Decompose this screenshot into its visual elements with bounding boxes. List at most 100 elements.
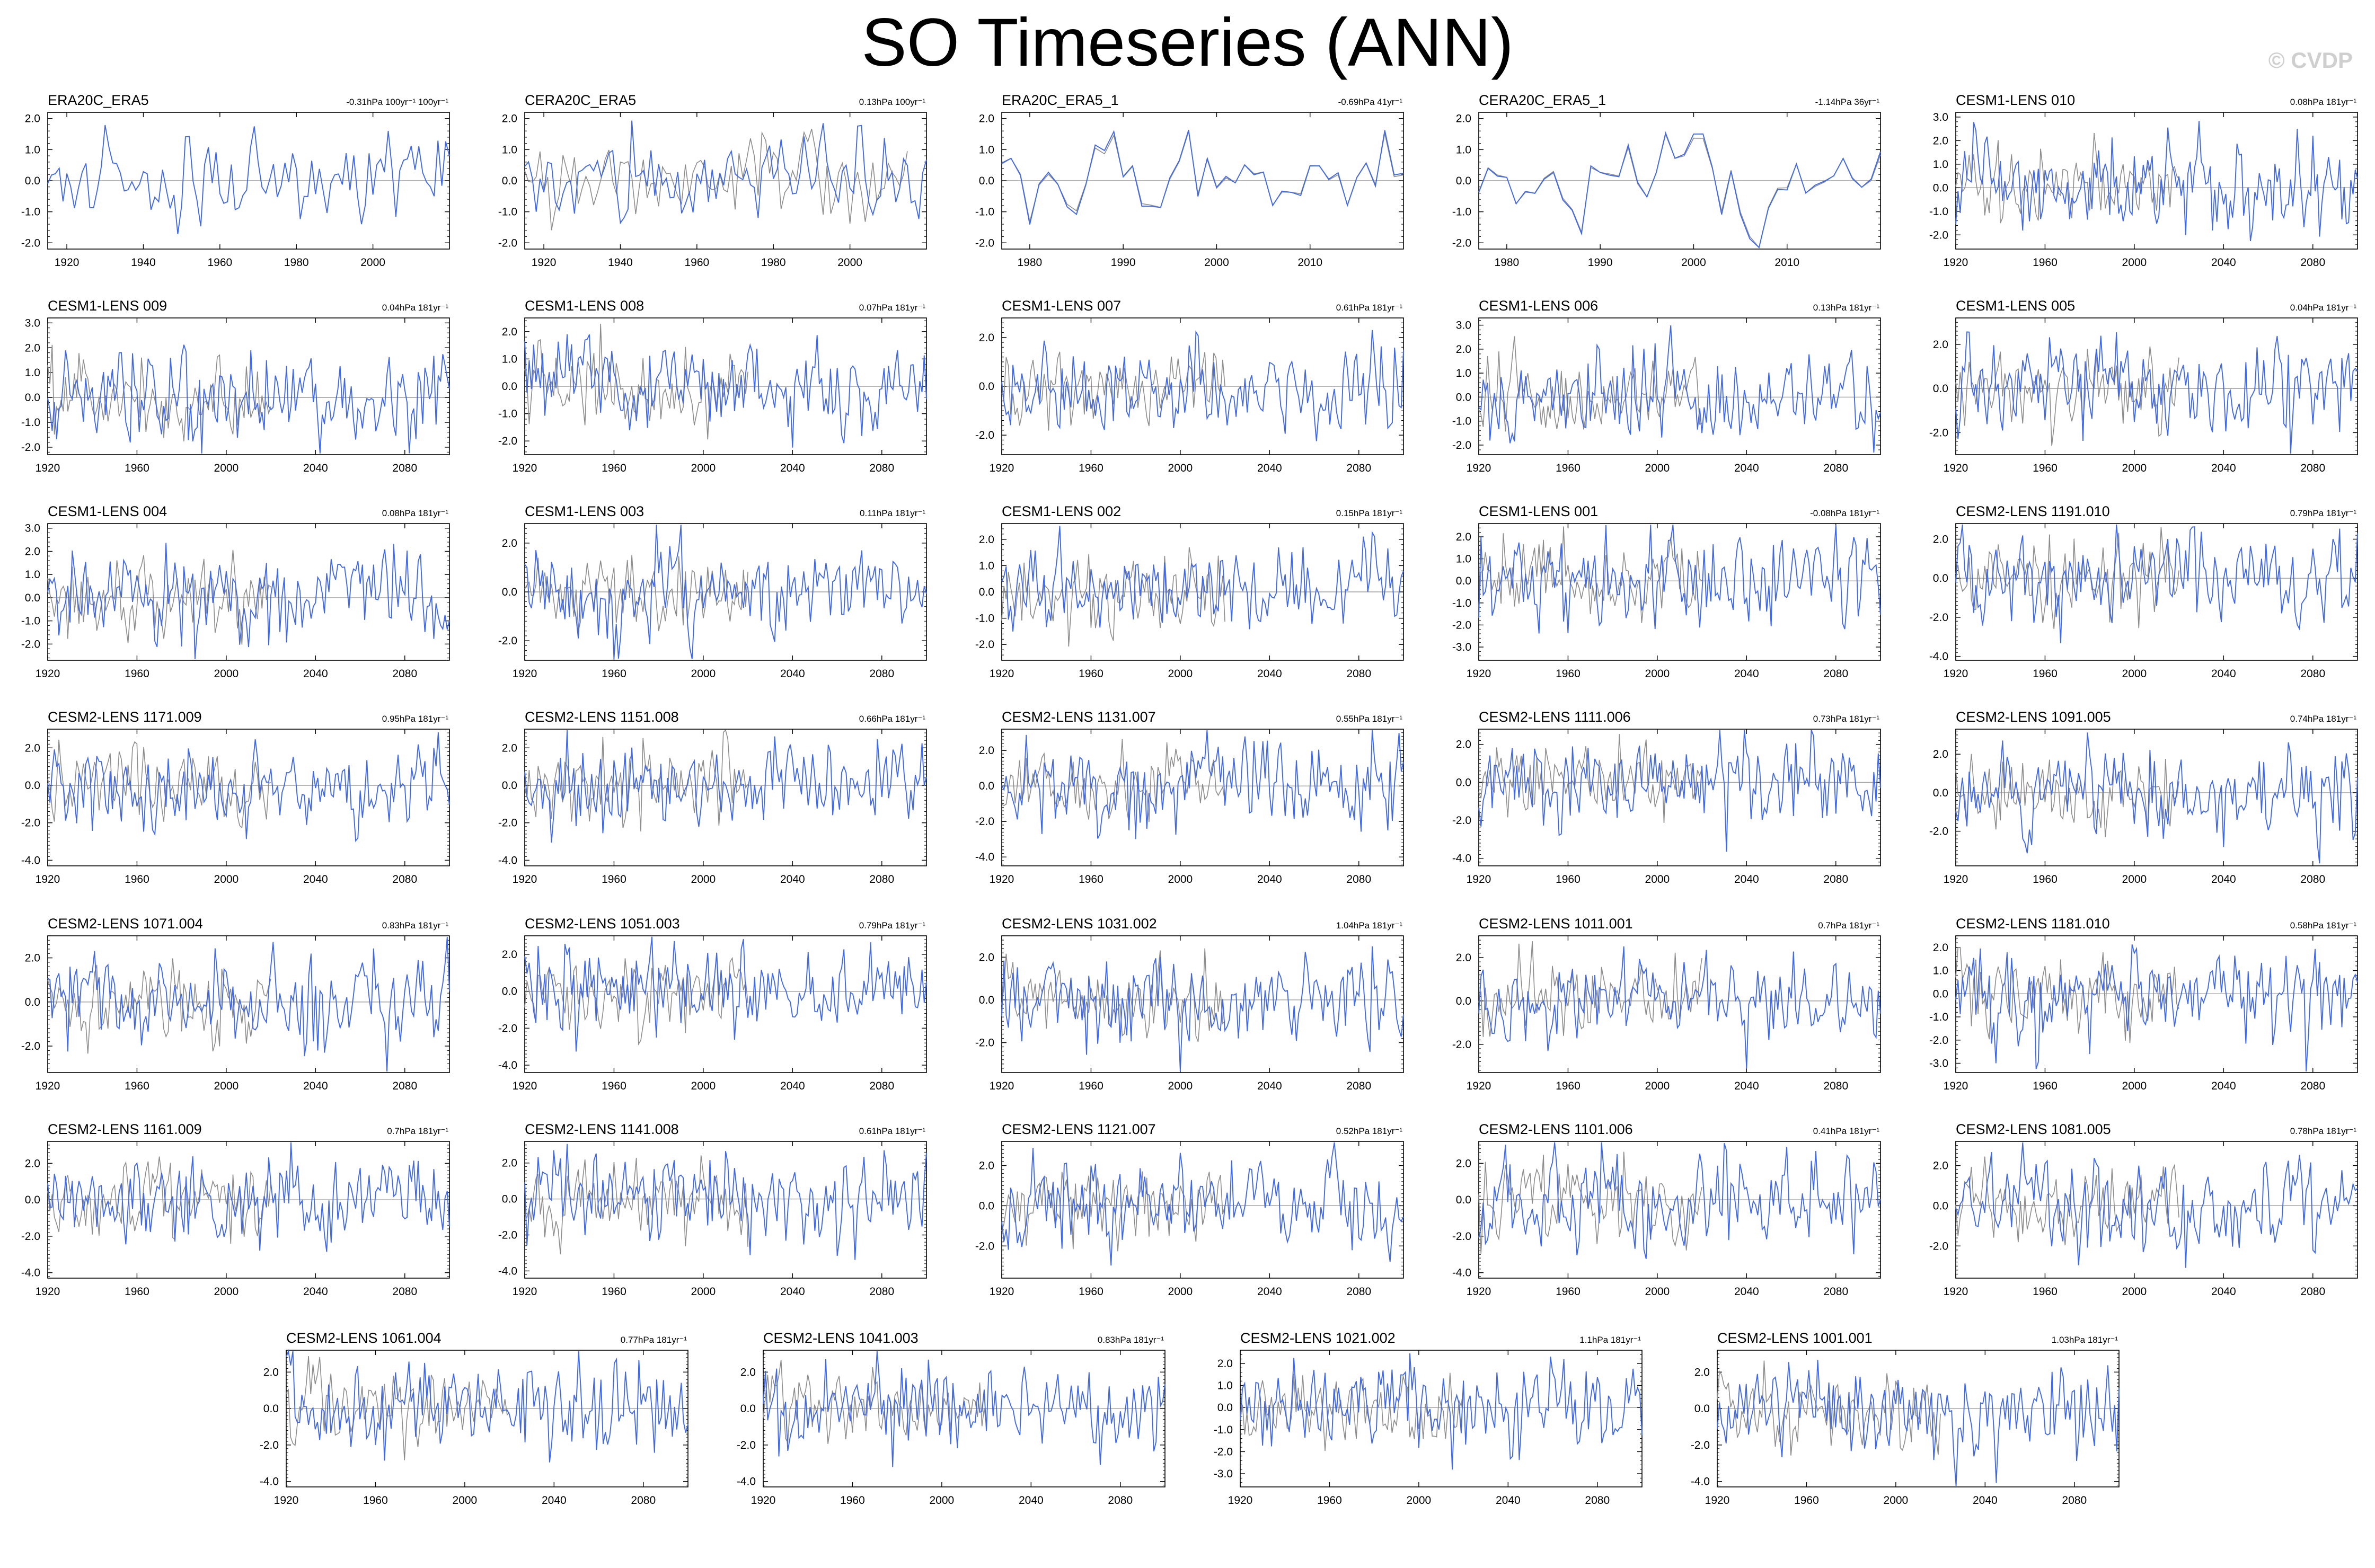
panel-title: CESM2-LENS 1011.001: [1479, 916, 1633, 932]
timeseries-chart: CESM2-LENS 1091.005 0.74hPa 181yr⁻¹ 2.0 0.0…: [1929, 709, 2358, 885]
trend-label: 0.55hPa 181yr⁻¹: [1336, 714, 1403, 724]
y-tick-label: -4.0: [1452, 1267, 1471, 1279]
y-tick-label: 1.0: [979, 144, 994, 156]
y-tick-label: -2.0: [1452, 619, 1471, 631]
x-tick-label: 2000: [2122, 462, 2147, 474]
y-tick-label: -4.0: [498, 1059, 517, 1071]
x-tick-label: 2040: [303, 1286, 328, 1298]
plot-frame: [47, 1141, 450, 1279]
y-tick-label: 1.0: [1456, 367, 1471, 379]
y-tick-label: 1.0: [25, 144, 40, 156]
x-tick-label: 1920: [1944, 873, 1968, 885]
trend-label: 0.15hPa 181yr⁻¹: [1336, 508, 1403, 518]
x-tick-label: 1920: [1705, 1494, 1730, 1507]
y-tick-label: 2.0: [979, 534, 994, 546]
x-tick-label: 2040: [1734, 668, 1759, 680]
panel-title: CESM2-LENS 1081.005: [1956, 1121, 2111, 1137]
x-tick-label: 1920: [1228, 1494, 1253, 1507]
y-tick-label: 0.0: [1456, 391, 1471, 403]
model-series-line: [47, 125, 450, 234]
x-tick-label: 2040: [303, 1080, 328, 1092]
trend-label: 1.1hPa 181yr⁻¹: [1579, 1335, 1641, 1345]
x-tick-label: 1920: [274, 1494, 299, 1507]
y-tick-label: -2.0: [21, 638, 40, 650]
trend-label: 0.95hPa 181yr⁻¹: [382, 714, 449, 724]
timeseries-chart: CESM2-LENS 1031.002 1.04hPa 181yr⁻¹ 2.0 0.0…: [975, 916, 1404, 1092]
x-tick-label: 1920: [1944, 1286, 1968, 1298]
chart-panel: CESM1-LENS 006 0.13hPa 181yr⁻¹ 3.0 2.0 1.0 0.…: [1431, 288, 1881, 490]
panel-title: CERA20C_ERA5: [525, 92, 636, 108]
model-series-line: [47, 344, 450, 454]
timeseries-chart: CESM2-LENS 1061.004 0.77hPa 181yr⁻¹ 2.0 0.0…: [260, 1330, 688, 1507]
timeseries-chart: CESM1-LENS 010 0.08hPa 181yr⁻¹ 3.0 2.0 1.0 0.…: [1929, 92, 2358, 269]
x-tick-label: 2040: [2211, 668, 2236, 680]
x-tick-label: 2080: [1108, 1494, 1133, 1507]
plot-frame: [47, 317, 450, 455]
x-tick-label: 1960: [602, 873, 626, 885]
model-series-line: [1478, 1142, 1881, 1259]
chart-panel: CESM2-LENS 1071.004 0.83hPa 181yr⁻¹ 2.0 0.0…: [0, 906, 450, 1108]
y-tick-label: 0.0: [502, 1193, 517, 1206]
y-tick-label: -2.0: [498, 635, 517, 647]
trend-label: -0.31hPa 100yr⁻¹ 100yr⁻¹: [346, 97, 448, 107]
y-tick-label: 2.0: [979, 113, 994, 125]
chart-panel: CESM1-LENS 007 0.61hPa 181yr⁻¹ 2.0 0.0 -2.0 1…: [954, 288, 1404, 490]
panel-title: CESM2-LENS 1181.010: [1956, 916, 2110, 932]
chart-panel: CESM2-LENS 1161.009 0.7hPa 181yr⁻¹ 2.0 0.0 -…: [0, 1112, 450, 1313]
chart-panel: CESM2-LENS 1051.003 0.79hPa 181yr⁻¹ 2.0 0.0…: [477, 906, 927, 1108]
y-tick-label: 2.0: [1456, 113, 1471, 125]
watermark: © CVDP: [2268, 48, 2353, 73]
y-tick-label: 0.0: [1456, 1194, 1471, 1206]
trend-label: 0.79hPa 181yr⁻¹: [859, 920, 926, 931]
y-tick-label: -2.0: [498, 1022, 517, 1034]
model-series-line: [763, 1351, 1166, 1467]
timeseries-chart: CESM2-LENS 1001.001 1.03hPa 181yr⁻¹ 2.0 0.0…: [1691, 1330, 2120, 1507]
x-tick-label: 2080: [1585, 1494, 1610, 1507]
model-series-line: [47, 543, 450, 659]
obs-series-line: [524, 729, 748, 832]
y-tick-label: 2.0: [1456, 343, 1471, 356]
x-tick-label: 1920: [55, 256, 80, 269]
x-tick-label: 2000: [1168, 462, 1193, 474]
x-tick-label: 2040: [2211, 1286, 2236, 1298]
y-tick-label: -1.0: [1929, 1011, 1948, 1023]
x-tick-label: 1920: [1467, 873, 1491, 885]
model-series-line: [524, 334, 927, 448]
plot-frame: [1478, 317, 1881, 455]
y-tick-label: 2.0: [25, 545, 40, 557]
y-tick-label: 2.0: [502, 113, 517, 125]
x-tick-label: 2080: [392, 1080, 417, 1092]
plot-frame: [1001, 729, 1404, 866]
x-tick-label: 1960: [125, 668, 149, 680]
y-tick-label: -2.0: [1691, 1439, 1710, 1451]
panel-title: CESM1-LENS 005: [1956, 298, 2075, 314]
y-tick-label: 2.0: [1933, 1160, 1948, 1172]
y-tick-label: 0.0: [25, 779, 40, 792]
obs-series-line: [1478, 133, 1881, 249]
chart-panel: CESM2-LENS 1041.003 0.83hPa 181yr⁻¹ 2.0 0.0…: [716, 1321, 1166, 1522]
trend-label: 0.66hPa 181yr⁻¹: [859, 714, 926, 724]
y-tick-label: -4.0: [1691, 1476, 1710, 1488]
plot-frame: [1717, 1350, 2120, 1487]
model-series-line: [1001, 730, 1404, 839]
chart-panel: CESM1-LENS 004 0.08hPa 181yr⁻¹ 3.0 2.0 1.0 0.…: [0, 494, 450, 695]
panel-title: CESM1-LENS 001: [1479, 503, 1598, 519]
y-tick-label: -4.0: [1929, 651, 1948, 663]
timeseries-chart: CESM2-LENS 1171.009 0.95hPa 181yr⁻¹ 2.0 0.0…: [21, 709, 450, 885]
y-tick-label: 0.0: [25, 996, 40, 1008]
x-tick-label: 1920: [36, 1286, 60, 1298]
x-tick-label: 2080: [2300, 668, 2325, 680]
y-tick-label: 0.0: [1933, 182, 1948, 194]
x-tick-label: 2080: [392, 668, 417, 680]
model-series-line: [47, 732, 450, 843]
x-tick-label: 2080: [392, 462, 417, 474]
y-tick-label: -2.0: [21, 1230, 40, 1243]
x-tick-label: 2080: [1823, 668, 1848, 680]
panel-title: ERA20C_ERA5_1: [1002, 92, 1119, 108]
y-tick-label: -2.0: [21, 237, 40, 249]
x-tick-label: 2040: [780, 1286, 805, 1298]
y-tick-label: -1.0: [975, 206, 994, 218]
trend-label: 0.07hPa 181yr⁻¹: [859, 303, 926, 313]
panel-title: CESM2-LENS 1101.006: [1479, 1121, 1633, 1137]
x-tick-label: 2080: [2062, 1494, 2087, 1507]
